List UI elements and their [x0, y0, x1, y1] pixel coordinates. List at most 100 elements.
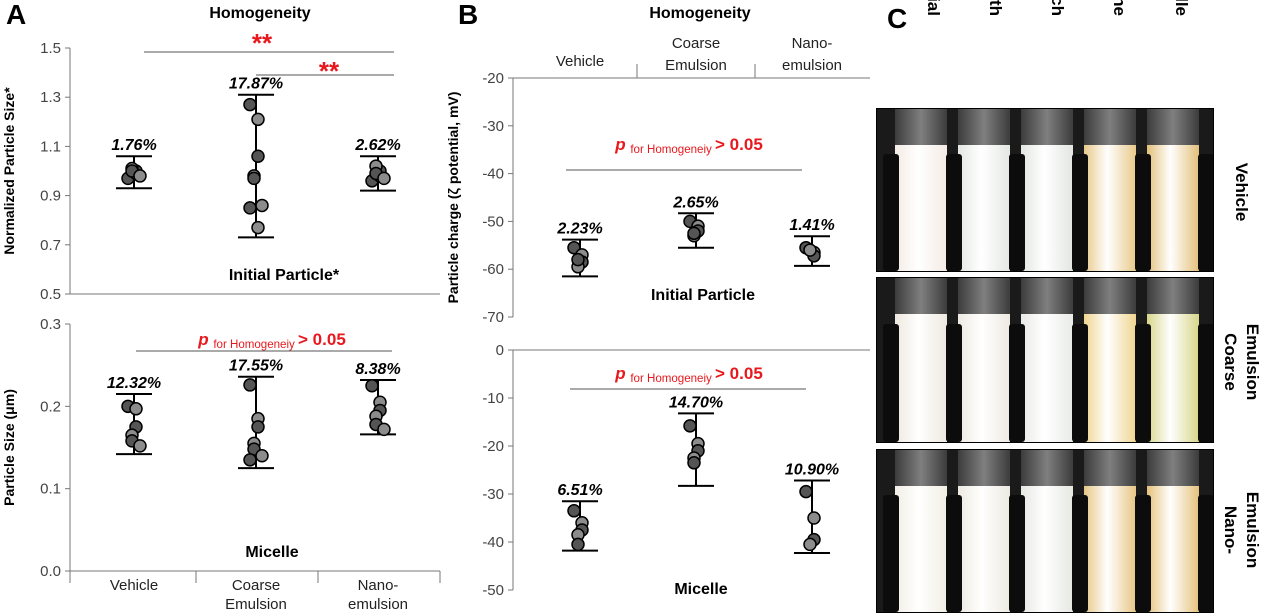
- significance-mark: **: [319, 56, 340, 86]
- p-letter: p: [614, 364, 630, 383]
- panel-b-top-category-label: Nano-: [792, 35, 833, 52]
- photo-row-label: Emulsion: [1243, 324, 1262, 401]
- tube-liquid: [1084, 144, 1136, 271]
- rack-divider: [1135, 495, 1151, 612]
- panel-b-top-category-label: Emulsion: [665, 57, 727, 74]
- photo-row-label: Coarse: [1221, 333, 1240, 391]
- panel-a-bottom-category-label: Emulsion: [225, 596, 287, 613]
- photo-row-vehicle: [876, 108, 1214, 272]
- panel-b-top-y-tick-label: -20: [482, 70, 504, 87]
- panel-b-bottom-group-nano-emulsion: [794, 479, 830, 555]
- panel-b-top-group-vehicle: [562, 238, 598, 278]
- panel-b-top-y-axis-label: Particle charge (ζ potential, mV): [445, 92, 461, 304]
- panel-a-top-y-tick-label: 0.5: [40, 286, 61, 303]
- test-tube: [1147, 450, 1199, 612]
- rack-divider: [946, 495, 962, 612]
- cv-label: 2.23%: [556, 221, 602, 238]
- panel-a-bottom-category-label: emulsion: [348, 596, 408, 613]
- panel-a-bottom-y-axis-label: Particle Size (μm): [1, 389, 17, 506]
- p-threshold: > 0.05: [715, 135, 763, 154]
- tube-liquid: [958, 485, 1010, 612]
- test-tube: [958, 450, 1010, 612]
- data-point: [255, 198, 269, 213]
- test-tube: [1021, 109, 1073, 271]
- panel-b-top-y-tick-label: -70: [482, 309, 504, 326]
- cv-label: 10.90%: [785, 462, 839, 479]
- tube-liquid: [1147, 485, 1199, 612]
- test-tube: [1084, 109, 1136, 271]
- panel-b-bottom-y-tick-label: -40: [482, 534, 504, 551]
- rack-divider: [946, 154, 962, 271]
- rack-divider: [1009, 323, 1025, 442]
- panel-a-bottom-y-tick-label: 0.2: [40, 398, 61, 415]
- photo-column-label: Intestine: [1110, 0, 1129, 16]
- rack-divider: [1009, 495, 1025, 612]
- panel-b-top-category-label: Coarse: [672, 35, 720, 52]
- tube-glass: [1084, 109, 1136, 145]
- tube-glass: [1147, 278, 1199, 315]
- panel-b-top-y-tick-label: -30: [482, 118, 504, 135]
- tube-glass: [1147, 109, 1199, 145]
- cv-label: 17.87%: [229, 76, 283, 93]
- panel-letter-a: A: [6, 0, 26, 30]
- panel-a-bottom-category-label: Vehicle: [110, 577, 158, 594]
- tube-glass: [958, 109, 1010, 145]
- cv-label: 2.62%: [354, 137, 400, 154]
- rack-divider: [883, 495, 899, 612]
- panel-b-top-y-tick-label: -60: [482, 261, 504, 278]
- tube-liquid: [958, 314, 1010, 442]
- cv-label: 2.65%: [672, 194, 718, 211]
- data-point: [799, 484, 813, 499]
- photo-column-label: Mouth: [986, 0, 1005, 16]
- rack-divider: [946, 323, 962, 442]
- data-point: [243, 378, 257, 392]
- cv-label: 6.51%: [557, 482, 602, 499]
- tube-liquid: [1147, 144, 1199, 271]
- data-point: [243, 201, 257, 215]
- panel-b-top-y-tick-label: -40: [482, 166, 504, 183]
- data-point: [133, 439, 147, 453]
- p-letter: p: [197, 330, 213, 349]
- cv-label: 17.55%: [229, 358, 283, 375]
- tube-glass: [958, 278, 1010, 315]
- data-point: [687, 226, 701, 241]
- tube-glass: [1084, 450, 1136, 486]
- data-point: [687, 456, 701, 470]
- rack-divider: [1198, 323, 1213, 442]
- panel-a-top-subtitle: Initial Particle*: [229, 267, 340, 284]
- tube-glass: [1021, 278, 1073, 315]
- panel-a-top-y-axis-label: Normalized Particle Size*: [1, 87, 17, 255]
- test-tube: [1147, 278, 1199, 442]
- panel-b-bottom-group-coarse-emulsion: [678, 412, 714, 487]
- data-point: [243, 453, 257, 467]
- panel-letter-b: B: [458, 0, 478, 30]
- photo-row-coarse-emulsion: [876, 277, 1214, 443]
- panel-a-top-group-vehicle: [116, 155, 152, 190]
- rack-divider: [1198, 154, 1213, 271]
- tube-liquid: [1084, 485, 1136, 612]
- tube-glass: [1084, 278, 1136, 315]
- rack-divider: [1135, 323, 1151, 442]
- test-tube: [895, 109, 947, 271]
- test-tube: [895, 278, 947, 442]
- tube-liquid: [1021, 144, 1073, 271]
- data-point: [129, 402, 143, 416]
- p-subscript: for Homogeneiy: [630, 373, 715, 385]
- photo-column-label: Initial: [924, 0, 943, 16]
- tube-liquid: [895, 144, 947, 271]
- cv-label: 1.76%: [111, 137, 156, 154]
- data-point: [571, 252, 585, 267]
- test-tube: [1084, 450, 1136, 612]
- panel-letter-c: C: [887, 3, 907, 34]
- cv-label: 1.41%: [789, 217, 834, 234]
- tube-glass: [1021, 450, 1073, 486]
- data-point: [251, 220, 265, 235]
- rack-divider: [883, 154, 899, 271]
- tube-glass: [1021, 109, 1073, 145]
- panel-b-bottom-y-tick-label: -20: [482, 438, 504, 455]
- data-point: [133, 169, 147, 183]
- data-point: [567, 504, 581, 518]
- panel-b-bottom-subtitle: Micelle: [674, 581, 727, 598]
- panel-b-bottom-y-tick-label: 0: [496, 342, 504, 359]
- data-point: [243, 97, 257, 112]
